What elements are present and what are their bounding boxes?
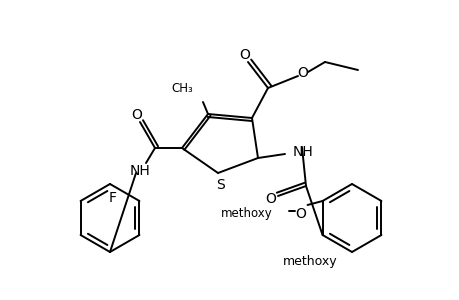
Text: O: O	[131, 108, 142, 122]
Text: O: O	[295, 207, 305, 221]
Text: O: O	[239, 48, 250, 62]
Text: NH: NH	[129, 164, 150, 178]
Text: O: O	[297, 66, 308, 80]
Text: CH₃: CH₃	[171, 82, 193, 94]
Text: S: S	[216, 178, 225, 192]
Text: methoxy: methoxy	[282, 256, 336, 268]
Text: methoxy: methoxy	[220, 206, 272, 220]
Text: NH: NH	[292, 145, 313, 159]
Text: F: F	[109, 191, 117, 205]
Text: O: O	[265, 192, 276, 206]
